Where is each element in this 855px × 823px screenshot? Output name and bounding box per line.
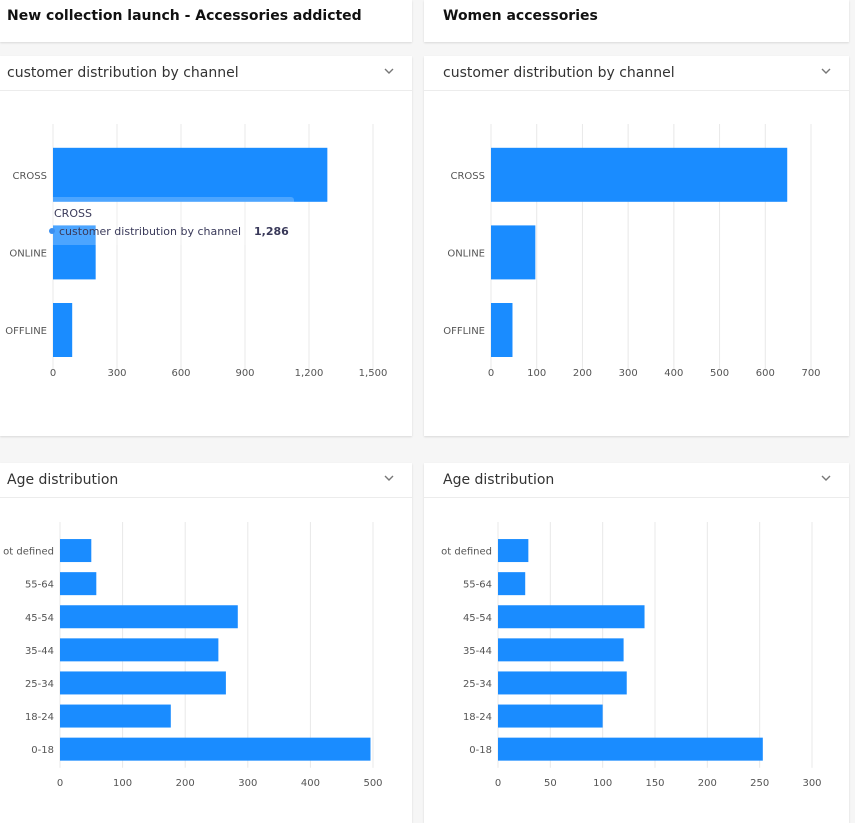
panel-title: Women accessories <box>443 8 598 24</box>
y-category-label: ot defined <box>3 547 54 558</box>
bar <box>498 572 526 596</box>
x-tick-label: 250 <box>750 778 769 789</box>
x-tick-label: 150 <box>645 778 664 789</box>
bar <box>498 671 627 695</box>
card-header: customer distribution by channel <box>424 56 849 91</box>
card-title: Age distribution <box>443 472 555 488</box>
bar <box>491 303 513 357</box>
y-category-label: ONLINE <box>447 248 485 259</box>
y-category-label: OFFLINE <box>5 326 47 337</box>
y-category-label: CROSS <box>451 171 486 182</box>
bar-chart: 0 100 200 300 400 500 ot defined 55-64 45-54 35-4… <box>3 522 383 789</box>
y-category-label: 25-34 <box>463 679 492 690</box>
x-tick-label: 500 <box>710 368 729 379</box>
x-tick-label: 300 <box>802 778 821 789</box>
panel-title-card-left: New collection launch - Accessories addi… <box>0 0 412 42</box>
x-tick-label: 1,200 <box>295 368 324 379</box>
card-header: customer distribution by channel <box>0 56 412 91</box>
card-title: Age distribution <box>7 472 119 488</box>
x-tick-label: 300 <box>619 368 638 379</box>
card-title: customer distribution by channel <box>7 65 239 81</box>
channel-chart-card-left: customer distribution by channel 0 300 600… <box>0 56 412 436</box>
y-category-label: ot defined <box>441 547 492 558</box>
y-category-label: 55-64 <box>463 580 492 591</box>
bar <box>53 147 328 202</box>
x-tick-label: 0 <box>495 778 501 789</box>
bar <box>498 605 645 629</box>
chevron-down-icon[interactable] <box>819 471 833 485</box>
x-tick-label: 200 <box>698 778 717 789</box>
x-tick-label: 0 <box>488 368 494 379</box>
y-category-label: 0-18 <box>469 745 492 756</box>
x-tick-label: 600 <box>756 368 775 379</box>
bar <box>53 225 96 280</box>
y-category-label: 35-44 <box>463 646 492 657</box>
y-category-label: CROSS <box>13 171 48 182</box>
y-category-label: 0-18 <box>31 745 54 756</box>
panel-title: New collection launch - Accessories addi… <box>7 8 362 24</box>
bar-chart: 0 300 600 900 1,200 1,500 CROSS ONLINE OFFLINE <box>5 124 388 379</box>
channel-chart-card-right: customer distribution by channel 0 100 200… <box>424 56 849 436</box>
panel-title-card-right: Women accessories <box>424 0 849 42</box>
y-category-label: ONLINE <box>9 248 47 259</box>
bar <box>498 539 529 563</box>
x-tick-label: 900 <box>235 368 254 379</box>
bar <box>60 737 371 761</box>
y-category-label: 35-44 <box>25 646 54 657</box>
chevron-down-icon[interactable] <box>819 64 833 78</box>
y-category-label: 18-24 <box>25 712 54 723</box>
x-tick-label: 100 <box>113 778 132 789</box>
bar <box>53 303 73 357</box>
card-title: customer distribution by channel <box>443 65 675 81</box>
x-tick-label: 400 <box>664 368 683 379</box>
bar <box>491 225 536 280</box>
chevron-down-icon[interactable] <box>382 471 396 485</box>
x-tick-label: 500 <box>363 778 382 789</box>
x-tick-label: 300 <box>107 368 126 379</box>
x-tick-label: 0 <box>50 368 56 379</box>
bar-chart: 0 50 100 150 200 250 300 ot defined 55-64 45-54 35… <box>441 522 822 789</box>
bar <box>498 638 624 662</box>
x-tick-label: 200 <box>176 778 195 789</box>
y-category-label: 45-54 <box>25 613 54 624</box>
bar <box>498 704 603 728</box>
bar <box>498 737 763 761</box>
x-tick-label: 100 <box>527 368 546 379</box>
x-tick-label: 100 <box>593 778 612 789</box>
bar <box>60 671 226 695</box>
bar <box>60 605 238 629</box>
age-chart-card-right: Age distribution 0 50 100 150 200 250 300 ot de… <box>424 463 849 823</box>
x-tick-label: 600 <box>171 368 190 379</box>
x-tick-label: 700 <box>801 368 820 379</box>
y-category-label: 45-54 <box>463 613 492 624</box>
bar <box>60 638 219 662</box>
bar <box>60 539 92 563</box>
bar <box>491 147 788 202</box>
x-tick-label: 200 <box>573 368 592 379</box>
card-header: Age distribution <box>424 463 849 498</box>
card-header: Age distribution <box>0 463 412 498</box>
age-chart-card-left: Age distribution 0 100 200 300 400 500 ot defi… <box>0 463 412 823</box>
x-tick-label: 400 <box>301 778 320 789</box>
y-category-label: OFFLINE <box>443 326 485 337</box>
y-category-label: 25-34 <box>25 679 54 690</box>
bar <box>60 704 171 728</box>
x-tick-label: 300 <box>238 778 257 789</box>
y-category-label: 55-64 <box>25 580 54 591</box>
y-category-label: 18-24 <box>463 712 492 723</box>
chevron-down-icon[interactable] <box>382 64 396 78</box>
x-tick-label: 50 <box>544 778 557 789</box>
x-tick-label: 0 <box>57 778 63 789</box>
x-tick-label: 1,500 <box>359 368 388 379</box>
bar-chart: 0 100 200 300 400 500 600 700 CROSS ONLINE OFFLINE <box>443 124 821 379</box>
bar <box>60 572 97 596</box>
